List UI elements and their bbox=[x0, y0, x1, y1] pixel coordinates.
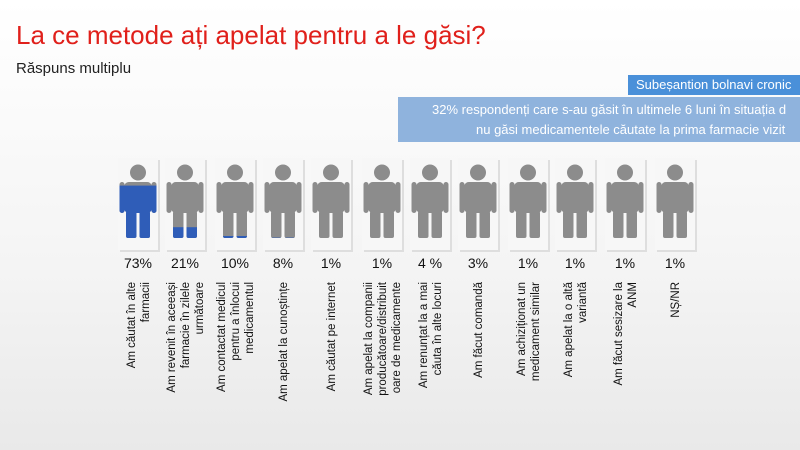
figure-icon bbox=[118, 158, 160, 252]
category-label-line: Am apelat la cunoștințe bbox=[278, 282, 290, 402]
data-label: 4 % bbox=[418, 255, 442, 271]
category-label-line: Am căutat pe internet bbox=[326, 281, 338, 391]
category-label-line: pentru a înlocui bbox=[230, 282, 242, 361]
figure-icon bbox=[362, 158, 404, 252]
figure-icon bbox=[655, 158, 697, 252]
category-label-line: farmacii bbox=[140, 282, 152, 322]
data-label: 8% bbox=[273, 255, 293, 271]
data-label: 3% bbox=[468, 255, 488, 271]
category-label-line: următoare bbox=[194, 282, 206, 334]
category-label-line: producătoare/distribuit bbox=[377, 281, 389, 396]
category-label: Am apelat la cunoștințe bbox=[278, 282, 290, 402]
category-label-line: NȘ/NR bbox=[670, 282, 682, 318]
figure-icon bbox=[410, 158, 452, 252]
figure-icon bbox=[458, 158, 500, 252]
subgroup-description-line-2: nu găsi medicamentele căutate la prima f… bbox=[476, 122, 786, 137]
category-label: Am căutat pe internet bbox=[326, 281, 338, 391]
figure-icon bbox=[215, 158, 257, 252]
category-label-line: Am contactat medicul bbox=[216, 282, 228, 392]
subgroup-badge: Subeșantion bolnavi cronic bbox=[628, 75, 800, 95]
subgroup-description: 32% respondenți care s-au găsit în ultim… bbox=[398, 97, 800, 142]
data-label: 1% bbox=[565, 255, 585, 271]
data-label: 73% bbox=[124, 255, 152, 271]
page-subtitle: Răspuns multiplu bbox=[16, 60, 132, 77]
data-label: 1% bbox=[372, 255, 392, 271]
data-label: 21% bbox=[171, 255, 199, 271]
figure-icon bbox=[555, 158, 597, 252]
category-label-line: Am făcut comandă bbox=[473, 281, 485, 377]
subgroup-description-line-1: 32% respondenți care s-au găsit în ultim… bbox=[432, 102, 787, 117]
category-label: Am revenit în aceeași farmacie în zilele u… bbox=[166, 282, 206, 393]
figure-icon bbox=[311, 158, 353, 252]
figure-icon bbox=[605, 158, 647, 252]
category-label-line: căuta în alte locuri bbox=[432, 282, 444, 375]
category-label: NȘ/NR bbox=[670, 282, 682, 318]
page-title: La ce metode ați apelat pentru a le găsi… bbox=[16, 20, 486, 50]
category-label-line: Am apelat la o altă bbox=[563, 281, 575, 377]
category-label-line: Am căutat în alte bbox=[126, 282, 138, 368]
category-label-line: Am achiziționat un bbox=[516, 282, 528, 376]
category-label: Am renunțat la a mai căuta în alte locuri bbox=[418, 282, 444, 388]
category-label-line: medicamentul bbox=[244, 282, 256, 354]
category-label-line: oare de medicamente bbox=[391, 282, 403, 393]
category-label-line: Am revenit în aceeași bbox=[166, 282, 178, 393]
category-label: Am apelat la companii producătoare/distri… bbox=[363, 281, 403, 396]
category-label-line: Am renunțat la a mai bbox=[418, 282, 430, 388]
category-label: Am făcut comandă bbox=[473, 281, 485, 377]
data-label: 10% bbox=[221, 255, 249, 271]
category-label: Am făcut sesizare la ANM bbox=[613, 281, 639, 385]
category-label-line: medicament similar bbox=[530, 282, 542, 381]
category-label-line: Am făcut sesizare la bbox=[613, 281, 625, 385]
data-label: 1% bbox=[615, 255, 635, 271]
category-label-line: ANM bbox=[627, 282, 639, 308]
figure-icon bbox=[263, 158, 305, 252]
category-label-line: variantă bbox=[577, 281, 589, 323]
data-label: 1% bbox=[665, 255, 685, 271]
figure-icon bbox=[165, 158, 207, 252]
category-label-line: farmacie în zilele bbox=[180, 282, 192, 368]
data-label: 1% bbox=[321, 255, 341, 271]
category-label: Am achiziționat un medicament similar bbox=[516, 282, 542, 381]
category-label-line: Am apelat la companii bbox=[363, 282, 375, 395]
figure-icon bbox=[508, 158, 550, 252]
data-label: 1% bbox=[518, 255, 538, 271]
category-label: Am căutat în alte farmacii bbox=[126, 282, 152, 368]
category-label: Am apelat la o altă variantă bbox=[563, 281, 589, 377]
category-label: Am contactat medicul pentru a înlocui medi… bbox=[216, 282, 256, 392]
